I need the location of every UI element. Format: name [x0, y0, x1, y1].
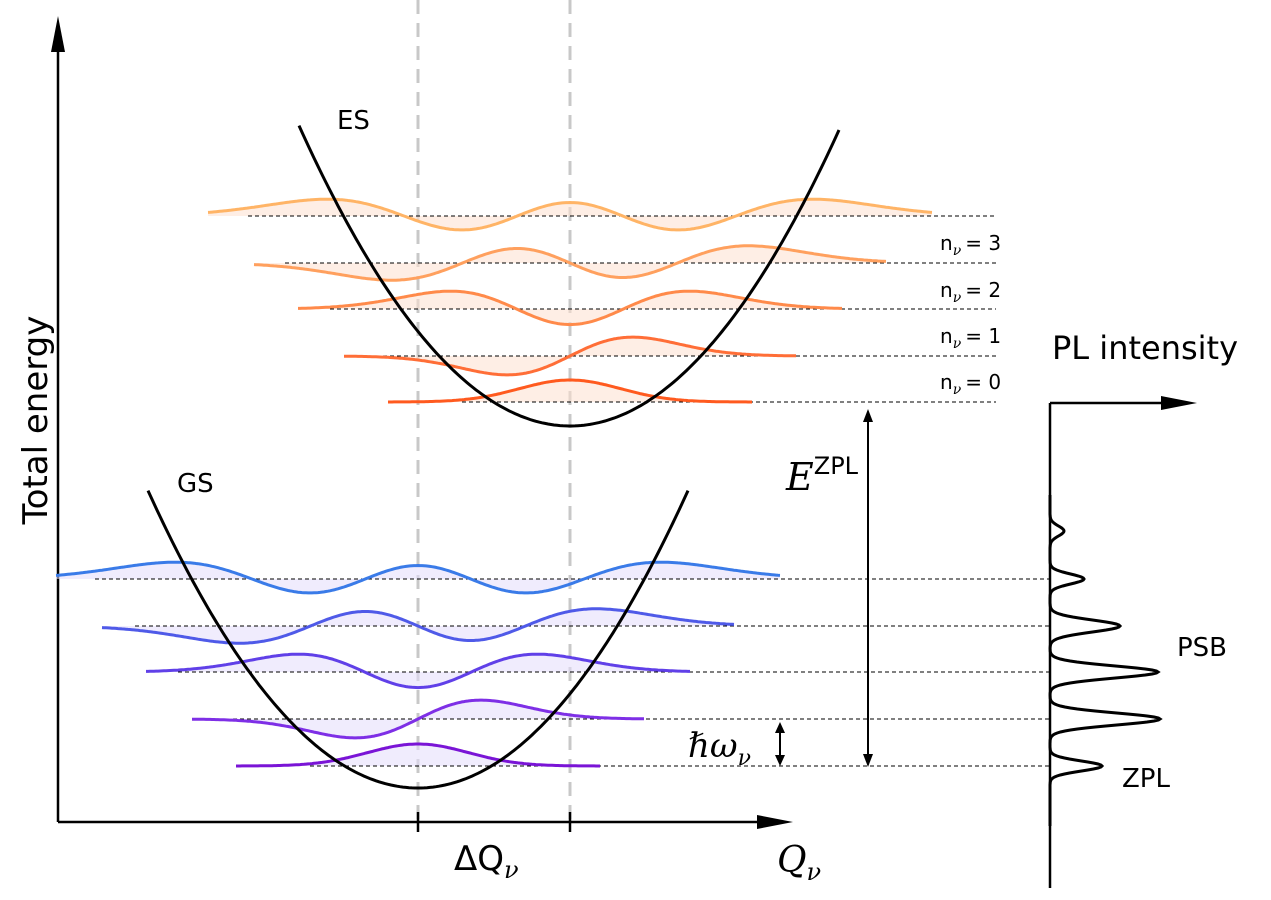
ezpl-arrowhead-top [863, 409, 873, 422]
y-axis-label: Total energy [16, 316, 56, 526]
es-wavefunction-0 [388, 378, 752, 404]
level-labels: nν = 3 nν = 2 nν = 1 nν = 0 [940, 231, 1001, 398]
gs-wavefunction-fill-4 [56, 562, 780, 593]
hbar-omega-arrowhead-top [775, 722, 785, 733]
psb-label: PSB [1177, 633, 1227, 663]
es-wavefunction-2 [298, 289, 842, 327]
energy-level-lines [95, 215, 1050, 767]
hbar-omega-arrowhead-bottom [775, 755, 785, 766]
es-wavefunction-fill-0 [388, 380, 752, 402]
delta-q-label: ΔQν [454, 839, 519, 884]
es-wavefunction-3 [253, 244, 887, 282]
es-wavefunction-fill-2 [298, 291, 842, 325]
gs-wavefunction-3 [101, 607, 735, 645]
ground-state-parabola [146, 489, 690, 790]
es-label: ES [337, 106, 370, 136]
es-wavefunction-fill-4 [208, 199, 932, 230]
ezpl-arrowhead-bottom [863, 754, 873, 767]
gs-wavefunction-4 [55, 560, 781, 595]
pl-axis-arrowhead [1161, 396, 1197, 410]
level-label-1: nν = 1 [940, 324, 1001, 352]
gs-wavefunction-fill-2 [146, 654, 690, 688]
zpl-label: ZPL [1122, 764, 1170, 794]
level-label-2: nν = 2 [940, 278, 1001, 306]
y-axis-arrowhead [51, 16, 65, 52]
pl-spectrum-curve [1048, 495, 1163, 826]
es-wavefunction-1 [344, 335, 796, 377]
gs-wavefunction-fill-0 [236, 744, 600, 766]
excited-state-parabola [297, 124, 841, 428]
x-axis-arrowhead [757, 815, 793, 829]
gs-wavefunction-0 [236, 742, 600, 768]
gs-label: GS [177, 469, 214, 499]
ezpl-label: EZPL [785, 452, 859, 499]
x-axis-label: Qν [777, 840, 821, 886]
es-wavefunction-4 [207, 197, 933, 232]
pl-intensity-label: PL intensity [1052, 329, 1238, 367]
level-label-0: nν = 0 [940, 370, 1001, 398]
gs-wavefunction-1 [192, 698, 644, 740]
wavefunctions [55, 197, 933, 768]
level-label-3: nν = 3 [940, 231, 1001, 259]
hbar-omega-label: ℏων [688, 726, 751, 771]
gs-wavefunction-2 [146, 652, 690, 690]
